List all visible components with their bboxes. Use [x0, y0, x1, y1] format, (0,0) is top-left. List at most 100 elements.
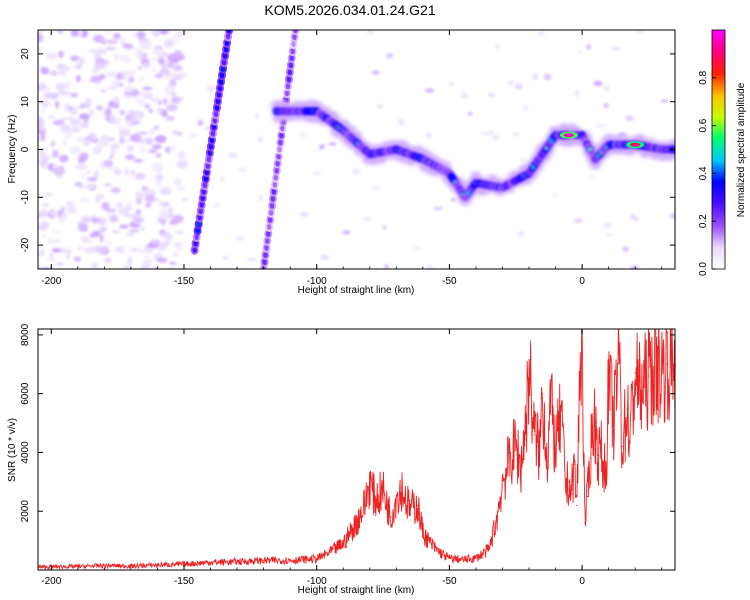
- heatmap-noise-cell: [52, 166, 65, 176]
- heatmap-noise-cell: [125, 202, 132, 210]
- heatmap-noise-cell: [38, 251, 46, 257]
- x-tick-label: 0: [579, 276, 585, 287]
- snr-point: [533, 434, 535, 436]
- heatmap-noise-cell: [140, 226, 146, 232]
- heatmap-streak-core: [277, 146, 282, 153]
- heatmap-streak-core: [276, 153, 281, 160]
- heatmap-noise-cell: [181, 198, 189, 202]
- colorbar-tick-label: 0.4: [698, 166, 709, 180]
- heatmap-noise-cell: [147, 149, 158, 154]
- heatmap-noise-cell: [38, 135, 41, 142]
- heatmap-noise-cell: [44, 192, 53, 197]
- heatmap-noise-cell: [176, 159, 189, 169]
- heatmap-noise-cell: [128, 229, 140, 233]
- heatmap-noise-cell: [155, 73, 163, 79]
- heatmap-noise-cell: [105, 46, 116, 51]
- heatmap-streak-core: [274, 167, 279, 174]
- heatmap-noise-cell: [155, 110, 161, 115]
- heatmap-noise-cell: [129, 109, 136, 117]
- heatmap-noise-cell: [60, 206, 66, 214]
- snr-point: [416, 504, 419, 506]
- heatmap-noise-cell: [134, 97, 146, 102]
- snr-x-axis-label: Height of straight line (km): [298, 585, 415, 596]
- heatmap-noise-cell: [169, 234, 174, 240]
- x-tick-label: -100: [307, 576, 327, 587]
- snr-panel: -200 -150 -100 -50 0 2000 4000 6000 8000 Height…: [7, 323, 676, 596]
- snr-point: [634, 372, 636, 374]
- heatmap-noise-cell: [101, 201, 110, 211]
- heatmap-noise-cell: [164, 146, 171, 154]
- heatmap-streak-core: [290, 48, 295, 55]
- heatmap-noise-cell: [140, 40, 152, 50]
- heatmap-noise-cell: [41, 202, 50, 207]
- snr-point: [589, 457, 591, 459]
- heatmap-noise-cell: [70, 92, 78, 98]
- heatmap-noise-cell: [38, 146, 47, 155]
- snr-point: [289, 559, 291, 561]
- heatmap-noise-cell: [137, 249, 150, 254]
- spectrogram-x-axis-label: Height of straight line (km): [298, 285, 415, 296]
- snr-point: [594, 422, 596, 424]
- heatmap-noise-cell: [99, 226, 108, 233]
- heatmap-noise-cell: [40, 246, 45, 253]
- heatmap-noise-cell: [625, 115, 635, 122]
- colorbar-label: Normalized spectral amplitude: [736, 82, 747, 217]
- heatmap-noise-cell: [104, 107, 112, 116]
- spectrogram-y-axis-label: Frequency (Hz): [7, 115, 18, 184]
- heatmap-noise-cell: [319, 144, 325, 149]
- heatmap-noise-cell: [92, 149, 97, 153]
- heatmap-noise-cell: [130, 169, 135, 175]
- snr-point: [103, 564, 105, 567]
- y-tick-label: 20: [20, 48, 31, 60]
- snr-point: [578, 393, 581, 395]
- snr-point: [592, 425, 594, 427]
- heatmap-noise-cell: [52, 149, 59, 159]
- heatmap-noise-region: [38, 30, 675, 269]
- heatmap-noise-cell: [573, 218, 583, 224]
- heatmap-streak-core: [262, 258, 267, 265]
- heatmap-noise-cell: [55, 238, 60, 244]
- heatmap-noise-cell: [67, 106, 74, 110]
- snr-point: [515, 445, 517, 448]
- snr-point: [355, 522, 358, 524]
- heatmap-noise-cell: [50, 139, 56, 148]
- heatmap-noise-cell: [76, 75, 81, 83]
- heatmap-noise-cell: [123, 84, 135, 93]
- heatmap-noise-cell: [603, 222, 612, 229]
- snr-point: [329, 551, 331, 553]
- snr-y-axis-label: SNR (10 * v/v): [7, 418, 18, 482]
- heatmap-noise-cell: [122, 264, 133, 269]
- heatmap-streak-core: [285, 83, 291, 90]
- heatmap-noise-cell: [103, 183, 112, 187]
- heatmap-noise-cell: [122, 43, 134, 49]
- snr-point: [77, 565, 79, 568]
- snr-point: [342, 542, 344, 545]
- heatmap-noise-cell: [79, 197, 91, 202]
- heatmap-streak-core: [268, 209, 274, 216]
- snr-line: [38, 329, 675, 570]
- heatmap-noise-cell: [151, 162, 162, 171]
- snr-point: [374, 498, 376, 501]
- heatmap-noise-cell: [552, 193, 557, 197]
- heatmap-noise-cell: [247, 257, 257, 262]
- heatmap-noise-cell: [222, 256, 229, 260]
- heatmap-noise-cell: [258, 194, 264, 201]
- heatmap-noise-cell: [352, 168, 361, 175]
- spectrogram-heatmap: [38, 30, 675, 269]
- heatmap-noise-cell: [76, 105, 81, 110]
- heatmap-noise-cell: [161, 201, 170, 208]
- heatmap-noise-cell: [635, 30, 644, 34]
- heatmap-noise-cell: [165, 115, 176, 121]
- spectrogram-y-ticks: -20 -10 0 10 20: [20, 48, 675, 252]
- heatmap-noise-cell: [129, 121, 141, 125]
- heatmap-noise-cell: [39, 108, 47, 112]
- heatmap-noise-cell: [257, 135, 263, 143]
- snr-point: [661, 369, 663, 371]
- snr-point: [401, 487, 403, 489]
- heatmap-noise-cell: [51, 248, 62, 253]
- snr-point: [666, 363, 668, 365]
- heatmap-noise-cell: [133, 32, 138, 37]
- heatmap-noise-cell: [85, 170, 92, 175]
- heatmap-noise-cell: [622, 246, 630, 252]
- snr-point: [549, 398, 551, 401]
